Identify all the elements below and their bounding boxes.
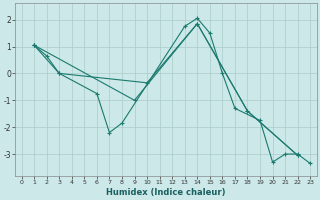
X-axis label: Humidex (Indice chaleur): Humidex (Indice chaleur) [106, 188, 226, 197]
